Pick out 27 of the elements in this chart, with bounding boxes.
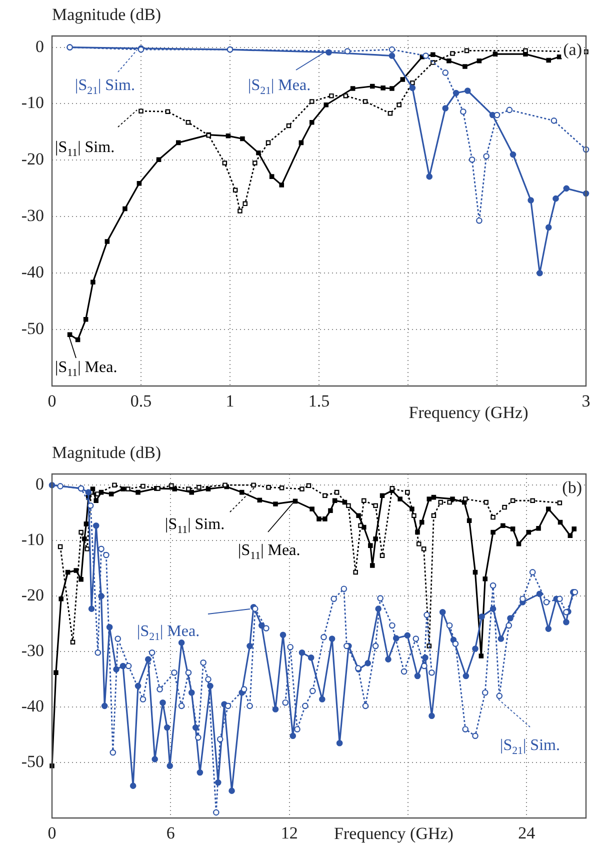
- y-tick-label: -50: [21, 319, 44, 338]
- y-tick-label: 0: [36, 36, 44, 56]
- x-tick-label: 12: [280, 824, 298, 843]
- x-tick-label: 6: [166, 824, 175, 843]
- x-tick-label: 0.5: [130, 392, 152, 411]
- x-axis-title: Frequency (GHz): [334, 824, 454, 843]
- x-tick-label: 0: [48, 392, 56, 411]
- y-tick-label: -50: [21, 752, 44, 771]
- y-tick-label: 0: [36, 474, 44, 494]
- x-tick-label: 24: [518, 824, 536, 843]
- x-tick-label: 0: [48, 824, 56, 843]
- y-tick-label: -30: [21, 641, 44, 660]
- x-axis-title: Frequency (GHz): [408, 403, 528, 422]
- x-tick-label: 1.5: [308, 392, 330, 411]
- y-tick-label: -40: [21, 262, 44, 282]
- y-tick-label: -10: [21, 530, 44, 550]
- y-axis-title: Magnitude (dB): [52, 443, 162, 462]
- y-tick-label: -20: [21, 150, 44, 169]
- y-axis-title: Magnitude (dB): [52, 5, 162, 24]
- y-tick-label: -30: [21, 206, 44, 226]
- y-tick-label: -10: [21, 93, 44, 112]
- chart-title: (a): [563, 40, 582, 59]
- y-tick-label: -40: [21, 696, 44, 716]
- x-tick-label: 1: [226, 392, 234, 411]
- chart-title: (b): [562, 478, 582, 497]
- x-tick-label: 3: [582, 392, 590, 411]
- y-tick-label: -20: [21, 586, 44, 605]
